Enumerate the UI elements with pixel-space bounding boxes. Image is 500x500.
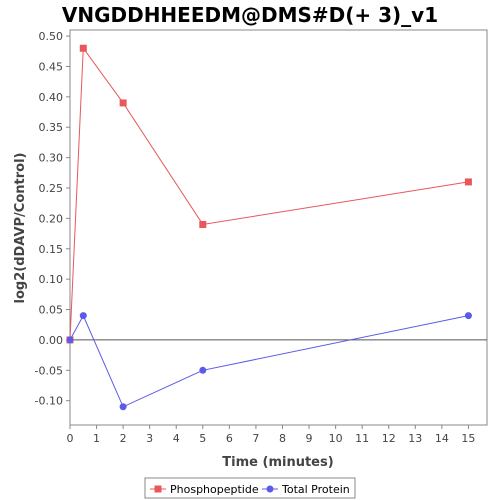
y-tick-label: -0.10 — [35, 395, 63, 408]
series-layer — [66, 44, 472, 411]
plot-area — [69, 29, 488, 426]
x-tick-label: 1 — [93, 432, 100, 445]
y-tick-label: 0.45 — [39, 60, 64, 73]
data-point — [119, 99, 127, 107]
x-axis-label: Time (minutes) — [222, 455, 333, 470]
y-axis: -0.10 -0.05 0.00 0.05 0.10 0.15 0.20 0.25 0.30 0.… — [35, 30, 70, 408]
legend-marker — [154, 485, 162, 493]
x-tick-label: 13 — [408, 432, 422, 445]
legend-label: Phosphopeptide — [170, 483, 259, 496]
x-tick-label: 2 — [120, 432, 127, 445]
legend-marker — [266, 485, 274, 493]
y-tick-label: 0.15 — [39, 243, 64, 256]
x-tick-label: 0 — [67, 432, 74, 445]
y-tick-label: 0.00 — [39, 334, 64, 347]
x-tick-label: 9 — [306, 432, 313, 445]
x-axis: 0 1 2 3 4 5 6 7 8 9 10 11 12 13 14 15 — [67, 425, 475, 445]
x-tick-label: 5 — [199, 432, 206, 445]
data-point — [79, 312, 87, 320]
y-tick-label: 0.10 — [39, 273, 64, 286]
data-point — [464, 312, 472, 320]
data-point — [66, 336, 74, 344]
x-tick-label: 12 — [382, 432, 396, 445]
x-tick-label: 11 — [355, 432, 369, 445]
y-tick-label: 0.30 — [39, 152, 64, 165]
x-tick-label: 10 — [329, 432, 343, 445]
legend-label: Total Protein — [281, 483, 350, 496]
data-point — [199, 366, 207, 374]
legend-box — [144, 477, 356, 499]
y-tick-label: 0.35 — [39, 121, 64, 134]
data-point — [464, 178, 472, 186]
chart-title: VNGDDHHEEDM@DMS#D(+ 3)_v1 — [62, 3, 438, 27]
y-tick-label: -0.05 — [35, 364, 63, 377]
legend: Phosphopeptide Total Protein — [150, 483, 350, 496]
x-tick-label: 6 — [226, 432, 233, 445]
x-tick-label: 4 — [173, 432, 180, 445]
y-tick-label: 0.40 — [39, 91, 64, 104]
x-tick-label: 14 — [435, 432, 449, 445]
y-tick-label: 0.20 — [39, 212, 64, 225]
data-point — [199, 220, 207, 228]
x-tick-label: 8 — [279, 432, 286, 445]
y-tick-label: 0.25 — [39, 182, 64, 195]
x-tick-label: 15 — [461, 432, 475, 445]
y-axis-label: log2(dDAVP/Control) — [13, 153, 28, 304]
y-tick-label: 0.50 — [39, 30, 64, 43]
x-tick-label: 7 — [252, 432, 259, 445]
x-tick-label: 3 — [146, 432, 153, 445]
data-point — [119, 403, 127, 411]
y-tick-label: 0.05 — [39, 304, 64, 317]
data-point — [79, 44, 87, 52]
